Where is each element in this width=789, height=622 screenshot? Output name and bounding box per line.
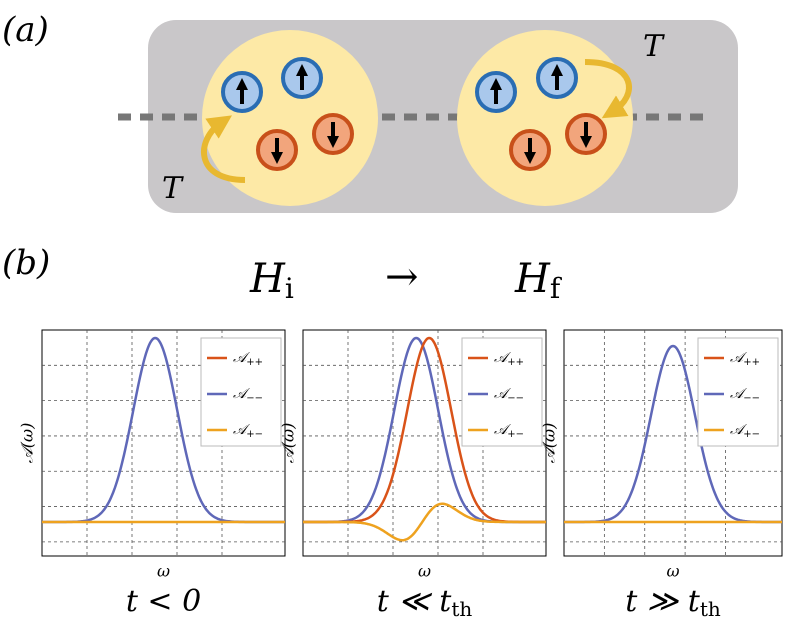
- title-main: t ≫ t: [625, 584, 701, 619]
- legend-sub: −−: [507, 393, 524, 404]
- legend-label: 𝒜+−: [730, 422, 760, 440]
- legend: [200, 337, 282, 447]
- legend-sub: ++: [246, 357, 263, 368]
- final-hamiltonian: Hf: [514, 256, 563, 305]
- legend-symbol: 𝒜: [494, 386, 511, 402]
- legend-sub: +−: [246, 429, 263, 440]
- legend-symbol: 𝒜: [730, 350, 747, 366]
- site: [457, 30, 633, 206]
- legend-sub: +−: [507, 429, 524, 440]
- legend-sub: ++: [507, 357, 524, 368]
- coupling-label: T: [162, 171, 184, 206]
- legend-label: 𝒜++: [233, 350, 263, 368]
- initial-hamiltonian: Hi: [249, 256, 294, 305]
- legend: [697, 337, 779, 447]
- plot-title: t ≫ tth: [625, 584, 721, 621]
- plot-frame: [302, 329, 547, 557]
- panel-label: (a): [2, 10, 49, 50]
- legend-sub: ++: [743, 357, 760, 368]
- legend-symbol: 𝒜: [494, 422, 511, 438]
- title-main: t < 0: [126, 584, 201, 619]
- legend-symbol: 𝒜: [233, 422, 250, 438]
- plot-title: t ≪ tth: [377, 584, 473, 621]
- x-axis-label: ω: [157, 562, 170, 581]
- legend-sub: −−: [246, 393, 263, 404]
- legend-symbol: 𝒜: [233, 350, 250, 366]
- panel-label: (b): [2, 243, 50, 283]
- y-axis-label: 𝒜(ω): [279, 423, 298, 464]
- hop-arrow: [584, 59, 632, 119]
- plot-frame: [41, 329, 286, 557]
- arrow: →: [385, 254, 419, 300]
- y-axis-label: 𝒜(ω): [18, 423, 37, 464]
- legend-sub: −−: [743, 393, 760, 404]
- legend-label: 𝒜−−: [730, 386, 760, 404]
- plot-title: t < 0: [126, 584, 201, 619]
- title-sub: th: [700, 597, 721, 621]
- legend-label: 𝒜++: [730, 350, 760, 368]
- legend-label: 𝒜+−: [233, 422, 263, 440]
- y-axis-label: 𝒜(ω): [540, 423, 559, 464]
- plot-frame: [563, 329, 783, 557]
- title-sub: th: [451, 597, 472, 621]
- legend-label: 𝒜−−: [494, 386, 524, 404]
- legend-sub: +−: [743, 429, 760, 440]
- legend-label: 𝒜+−: [494, 422, 524, 440]
- legend-symbol: 𝒜: [494, 350, 511, 366]
- title-main: t ≪ t: [377, 584, 453, 619]
- curve: [303, 502, 546, 542]
- spins: [221, 57, 607, 171]
- legend-symbol: 𝒜: [233, 386, 250, 402]
- hop-arrow: [200, 115, 246, 183]
- legend-symbol: 𝒜: [730, 422, 747, 438]
- coupling-label: T: [643, 29, 665, 64]
- legend: [461, 337, 543, 447]
- legend-label: 𝒜++: [494, 350, 524, 368]
- legend-label: 𝒜−−: [233, 386, 263, 404]
- legend-symbol: 𝒜: [730, 386, 747, 402]
- x-axis-label: ω: [666, 562, 679, 581]
- x-axis-label: ω: [418, 562, 431, 581]
